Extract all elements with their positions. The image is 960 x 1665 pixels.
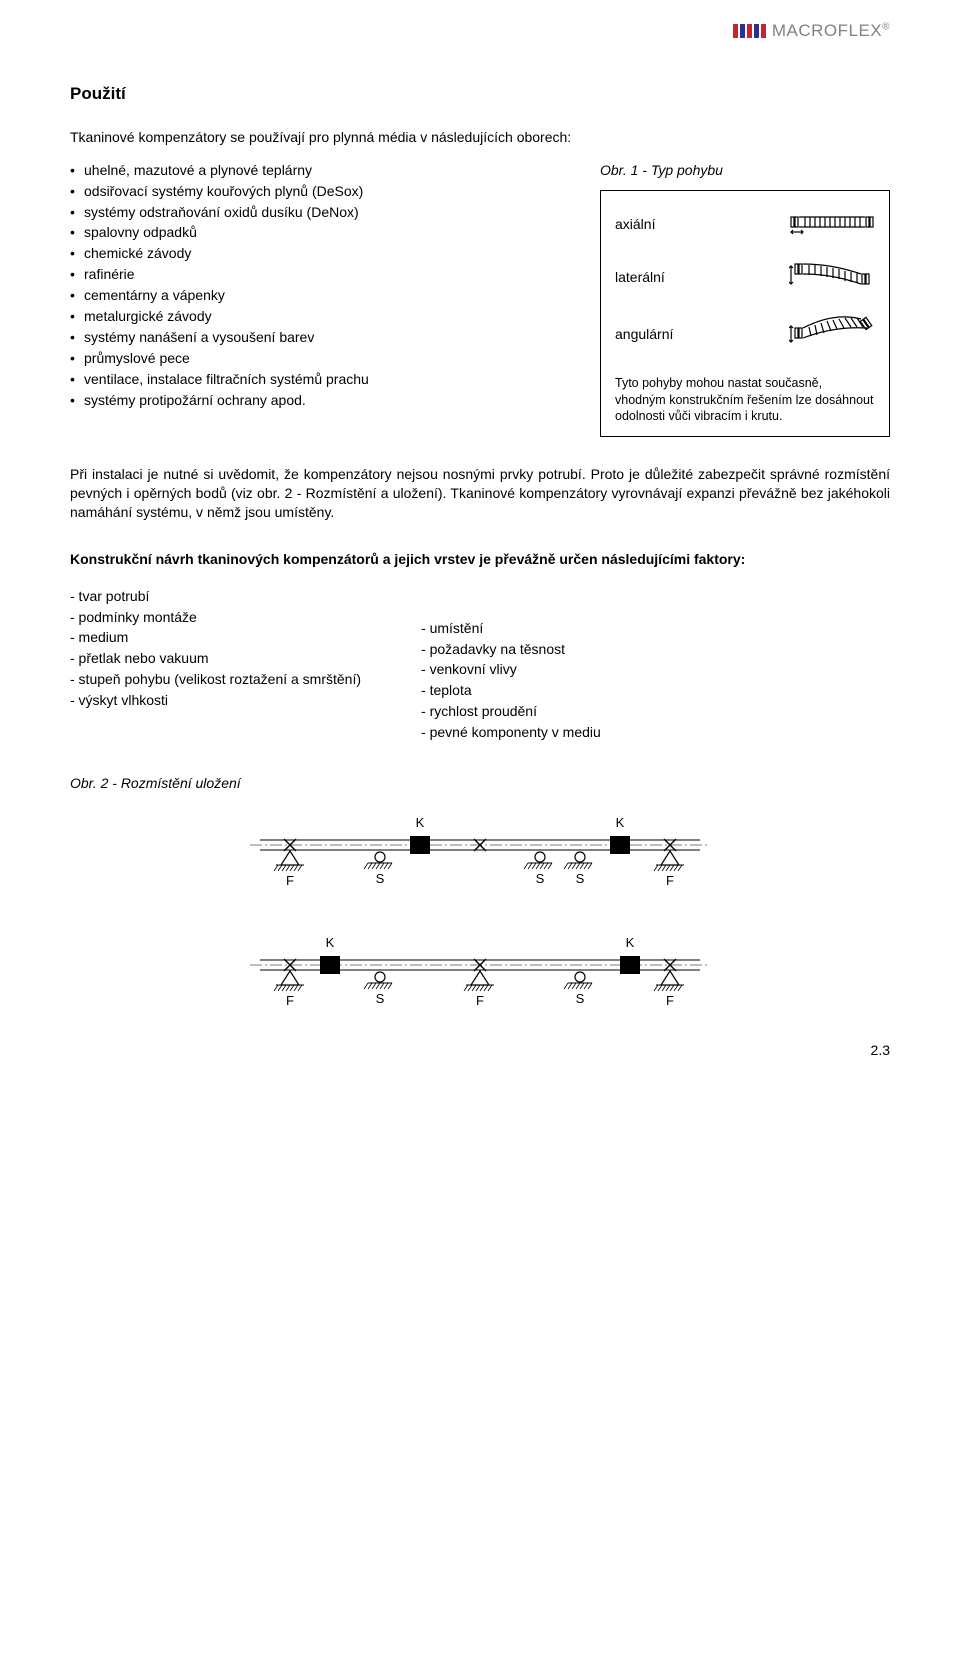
lateral-icon (789, 260, 875, 295)
applications-column: uhelné, mazutové a plynové teplárny odsiř… (70, 161, 570, 412)
install-paragraph: Při instalaci je nutné si uvědomit, že k… (70, 465, 890, 522)
factor-item: - umístění (421, 619, 601, 638)
list-item: uhelné, mazutové a plynové teplárny (84, 161, 570, 180)
factor-item: - medium (70, 628, 361, 647)
fig1-row-axial: axiální (615, 209, 875, 240)
fig1-caption: Obr. 1 - Typ pohybu (600, 161, 890, 180)
factor-item: - tvar potrubí (70, 587, 361, 606)
factor-item: - pevné komponenty v mediu (421, 723, 601, 742)
factor-columns: - tvar potrubí - podmínky montáže- medium… (70, 587, 890, 744)
section-title: Použití (70, 83, 890, 106)
logo-bar (754, 24, 759, 38)
svg-text:K: K (626, 935, 635, 950)
list-item: systémy nanášení a vysoušení barev (84, 328, 570, 347)
brand-name: MACROFLEX® (772, 20, 890, 43)
list-item: odsiřovací systémy kouřových plynů (DeSo… (84, 182, 570, 201)
factor-item: - přetlak nebo vakuum (70, 649, 361, 668)
list-item: rafinérie (84, 265, 570, 284)
svg-text:F: F (666, 993, 674, 1008)
two-column-layout: uhelné, mazutové a plynové teplárny odsiř… (70, 161, 890, 437)
axial-icon (789, 209, 875, 240)
brand-text: MACROFLEX (772, 21, 882, 40)
svg-text:F: F (666, 873, 674, 888)
factors-right: - umístění - požadavky na těsnost- venkov… (421, 619, 601, 744)
list-item: ventilace, instalace filtračních systémů… (84, 370, 570, 389)
fig1-row-lateral: laterální (615, 260, 875, 295)
angular-icon (789, 314, 875, 355)
factor-item: - podmínky montáže (70, 608, 361, 627)
svg-text:S: S (576, 991, 585, 1006)
fig1-label: axiální (615, 215, 655, 234)
factor-item: - rychlost proudění (421, 702, 601, 721)
factors-heading: Konstrukční návrh tkaninových kompenzáto… (70, 550, 890, 569)
header: MACROFLEX® (70, 20, 890, 43)
list-item: metalurgické závody (84, 307, 570, 326)
svg-text:S: S (536, 871, 545, 886)
logo-bar (761, 24, 766, 38)
list-item: systémy odstraňování oxidů dusíku (DeNox… (84, 203, 570, 222)
pipe-diagram-1: K K F F S S S (220, 811, 740, 891)
factor-item: - venkovní vlivy (421, 660, 601, 679)
svg-text:K: K (416, 815, 425, 830)
svg-text:K: K (616, 815, 625, 830)
logo-bar (740, 24, 745, 38)
factor-item: - stupeň pohybu (velikost roztažení a sm… (70, 670, 361, 689)
svg-text:S: S (576, 871, 585, 886)
svg-text:S: S (376, 991, 385, 1006)
applications-list: uhelné, mazutové a plynové teplárny odsiř… (70, 161, 570, 410)
logo-bars-icon (733, 24, 766, 38)
fig1-box: axiální (600, 190, 890, 437)
svg-text:K: K (326, 935, 335, 950)
list-item: systémy protipožární ochrany apod. (84, 391, 570, 410)
svg-text:F: F (286, 993, 294, 1008)
fig1-row-angular: angulární (615, 314, 875, 355)
list-item: chemické závody (84, 244, 570, 263)
logo-bar (733, 24, 738, 38)
list-item: cementárny a vápenky (84, 286, 570, 305)
factors-left: - tvar potrubí - podmínky montáže- medium… (70, 587, 361, 744)
intro-text: Tkaninové kompenzátory se používají pro … (70, 128, 890, 147)
list-item: spalovny odpadků (84, 223, 570, 242)
fig2-caption: Obr. 2 - Rozmístění uložení (70, 774, 890, 793)
svg-text:S: S (376, 871, 385, 886)
factor-item: - teplota (421, 681, 601, 700)
svg-text:F: F (286, 873, 294, 888)
fig1-label: laterální (615, 268, 665, 287)
fig1-label: angulární (615, 325, 673, 344)
list-item: průmyslové pece (84, 349, 570, 368)
page-number: 2.3 (70, 1041, 890, 1060)
logo-bar (747, 24, 752, 38)
svg-text:F: F (476, 993, 484, 1008)
fig1-note: Tyto pohyby mohou nastat současně, vhodn… (615, 375, 875, 424)
pipe-diagram-2: K K F F F S S (220, 931, 740, 1011)
fig2-wrap: K K F F S S S K K F F F S S (70, 811, 890, 1011)
factor-item: - požadavky na těsnost (421, 640, 601, 659)
trademark-icon: ® (882, 21, 890, 32)
factor-item: - výskyt vlhkosti (70, 691, 361, 710)
figure1-column: Obr. 1 - Typ pohybu axiální (600, 161, 890, 437)
